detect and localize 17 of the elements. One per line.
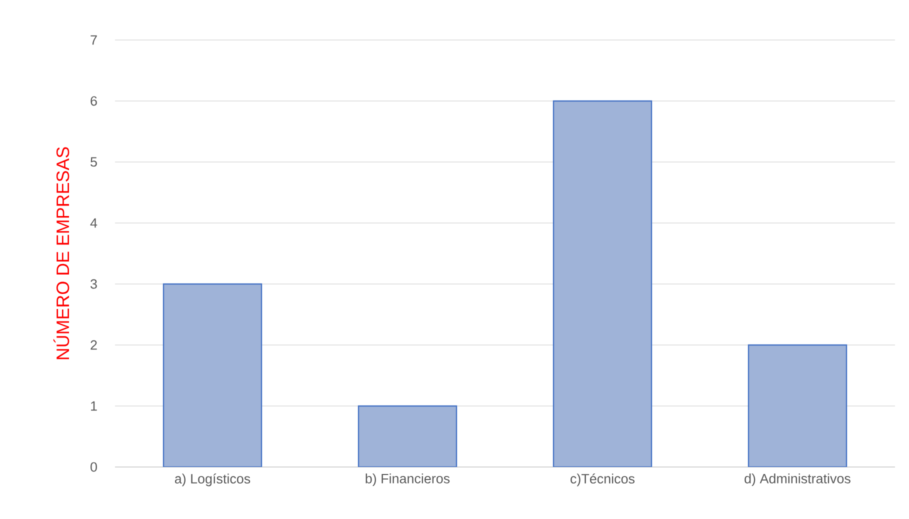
- y-tick-label: 5: [90, 157, 97, 167]
- x-tick-label: d) Administrativos: [744, 474, 850, 486]
- bar: [162, 283, 262, 467]
- bar: [358, 405, 458, 467]
- x-tick-label: b) Financieros: [366, 474, 450, 486]
- y-tick-label: 6: [90, 96, 97, 106]
- y-tick-label: 2: [90, 340, 97, 350]
- y-tick-label: 3: [90, 279, 97, 289]
- x-tick-label: c)Técnicos: [570, 474, 635, 486]
- bar: [552, 100, 652, 467]
- y-tick-label: 7: [90, 35, 97, 45]
- bar: [748, 344, 848, 467]
- y-tick-label: 4: [90, 218, 98, 228]
- y-tick-label: 1: [91, 401, 97, 411]
- y-tick-label: 0: [90, 462, 97, 472]
- y-axis-title: NÚMERO DE EMPRESAS: [53, 147, 70, 360]
- x-tick-label: a) Logísticos: [174, 474, 250, 486]
